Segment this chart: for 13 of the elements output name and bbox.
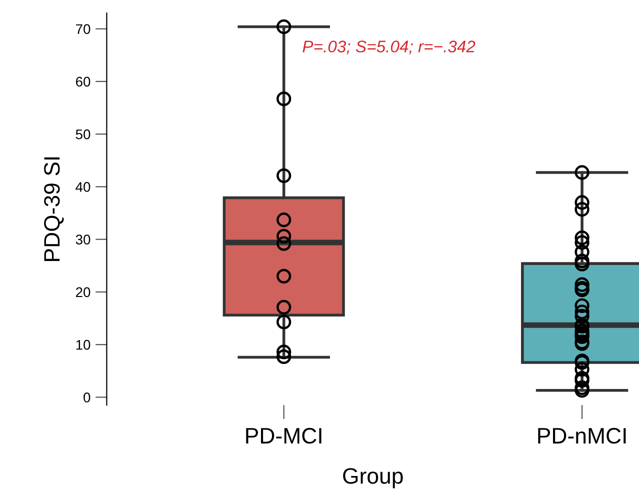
y-tick-label: 60 xyxy=(76,76,90,87)
y-tick-label: 70 xyxy=(76,24,90,34)
y-tick-label: 10 xyxy=(76,340,90,350)
x-tick-label: PD-nMCI xyxy=(538,428,626,444)
y-tick-label: 50 xyxy=(76,129,90,140)
y-tick-label: 0 xyxy=(84,392,90,402)
y-tick-label: 20 xyxy=(76,287,90,298)
x-axis-title: Group xyxy=(343,468,403,488)
y-tick-label: 40 xyxy=(76,182,90,192)
y-tick-label: 30 xyxy=(76,234,90,245)
y-axis-title: PDQ-39 SI xyxy=(44,157,64,261)
x-tick-label: PD-MCI xyxy=(246,428,322,444)
annotation: P=.03; S=5.04; r=−.342 xyxy=(302,40,476,54)
